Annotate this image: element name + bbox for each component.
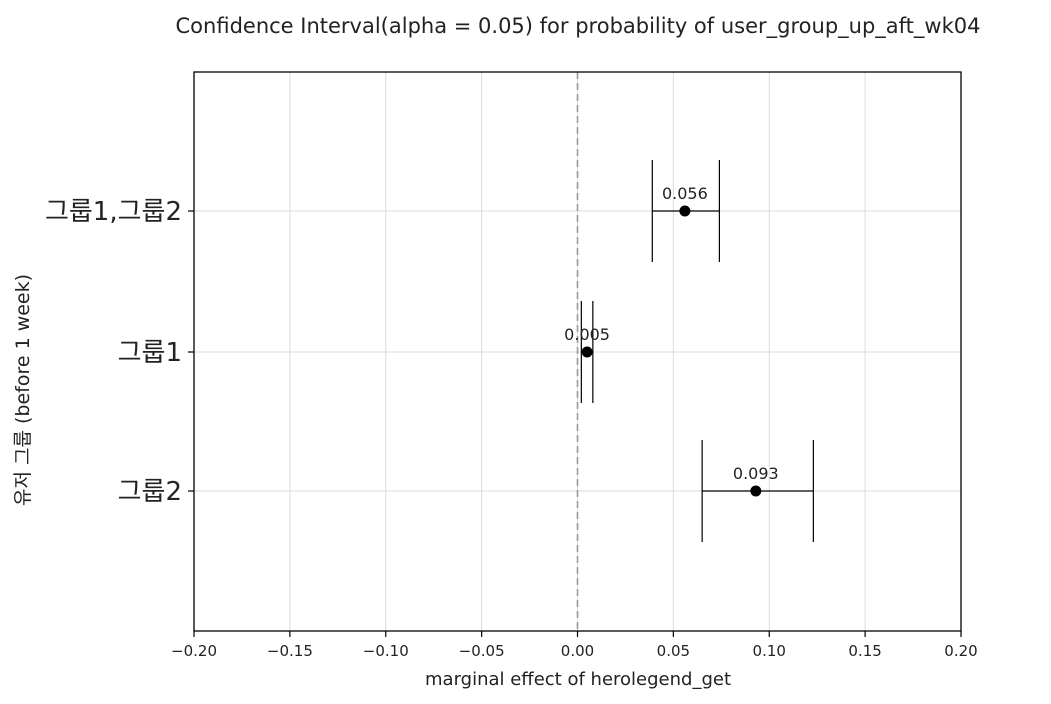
x-tick-label: −0.05	[459, 642, 505, 660]
error-bars-layer: 0.056 0.005 0.093	[564, 160, 814, 542]
estimate-point	[750, 485, 762, 497]
x-tick-label: 0.10	[753, 642, 786, 660]
y-tick-label: 그룹1,그룹2	[45, 197, 182, 227]
estimate-value-label: 0.056	[662, 184, 708, 203]
x-tick-label: 0.20	[944, 642, 977, 660]
estimate-value-label: 0.093	[733, 464, 779, 483]
y-axis-label: 유저 그룹 (before 1 week)	[12, 274, 34, 506]
y-tick-label: 그룹1	[118, 338, 182, 368]
x-tick-label: 0.15	[848, 642, 881, 660]
x-tick-label: 0.05	[657, 642, 690, 660]
x-tick-label: −0.20	[171, 642, 217, 660]
x-tick-label: −0.10	[363, 642, 409, 660]
y-tick-label: 그룹2	[118, 477, 182, 507]
x-tick-label: −0.15	[267, 642, 313, 660]
estimate-value-label: 0.005	[564, 325, 610, 344]
x-tick-label: 0.00	[561, 642, 594, 660]
x-ticks-layer: −0.20 −0.15 −0.10 −0.05 0.00 0.05 0.10 0.15 0.20	[171, 631, 978, 660]
y-ticks-layer: 그룹1,그룹2 그룹1 그룹2	[45, 197, 194, 507]
x-axis-label: marginal effect of herolegend_get	[425, 669, 731, 690]
chart-title: Confidence Interval(alpha = 0.05) for pr…	[176, 14, 981, 39]
estimate-point	[679, 205, 691, 217]
estimate-point	[581, 346, 593, 358]
